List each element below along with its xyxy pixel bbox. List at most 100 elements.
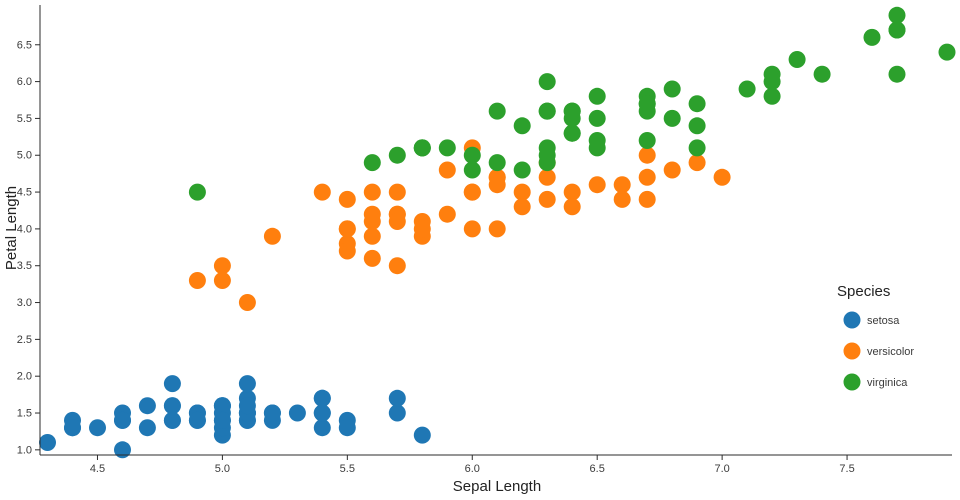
data-point-virginica (563, 124, 581, 142)
data-point-virginica (363, 154, 381, 172)
y-axis-tick-label: 5.0 (17, 150, 32, 162)
y-axis-tick-label: 4.5 (17, 187, 32, 199)
x-axis-tick-label: 5.5 (340, 463, 355, 475)
data-point-virginica (888, 6, 906, 24)
data-point-setosa (114, 441, 131, 459)
data-point-versicolor (363, 227, 381, 245)
data-point-setosa (238, 375, 256, 393)
data-point-virginica (538, 102, 556, 120)
data-point-versicolor (488, 220, 506, 238)
data-point-virginica (663, 109, 681, 127)
data-point-setosa (114, 411, 131, 429)
legend-label-setosa: setosa (867, 315, 900, 327)
data-point-versicolor (338, 190, 356, 208)
data-point-virginica (513, 161, 531, 179)
data-point-virginica (563, 109, 581, 127)
data-point-versicolor (363, 205, 381, 223)
data-point-virginica (188, 183, 206, 201)
data-point-setosa (64, 419, 81, 437)
data-point-virginica (663, 80, 681, 98)
legend-item-setosa[interactable]: setosa (843, 311, 901, 329)
points-layer (39, 6, 956, 459)
y-axis-tick-label: 4.0 (17, 223, 32, 235)
data-point-virginica (638, 132, 656, 149)
data-point-versicolor (188, 272, 206, 289)
data-point-setosa (138, 397, 156, 415)
data-point-versicolor (638, 168, 656, 186)
y-axis-tick-label: 1.0 (17, 444, 32, 456)
data-point-versicolor (388, 183, 406, 201)
data-point-setosa (288, 404, 306, 422)
data-point-virginica (813, 65, 831, 83)
data-point-setosa (163, 411, 181, 429)
data-point-virginica (888, 21, 906, 39)
data-point-setosa (313, 389, 331, 407)
legend-swatch-setosa (843, 311, 861, 329)
data-point-virginica (488, 154, 506, 172)
data-point-virginica (513, 117, 531, 135)
legend: Species setosa versicolor virginica (837, 283, 914, 391)
data-point-versicolor (413, 220, 431, 238)
data-point-virginica (438, 139, 456, 157)
legend-title: Species (837, 283, 890, 300)
data-point-virginica (538, 73, 556, 91)
data-point-setosa (39, 434, 56, 451)
data-point-versicolor (563, 183, 581, 201)
data-point-versicolor (538, 168, 556, 186)
x-axis-title: Sepal Length (453, 478, 541, 495)
y-axis-tick-label: 2.5 (17, 334, 32, 346)
data-point-virginica (688, 117, 706, 135)
x-axis-tick-label: 7.0 (714, 463, 729, 475)
data-point-setosa (238, 397, 256, 415)
legend-item-virginica[interactable]: virginica (843, 373, 909, 391)
y-axis-tick-label: 5.5 (17, 113, 32, 125)
data-point-versicolor (563, 198, 581, 216)
data-point-virginica (538, 146, 556, 164)
legend-label-versicolor: versicolor (867, 346, 914, 358)
data-point-virginica (888, 65, 906, 83)
data-point-virginica (863, 28, 881, 46)
x-axis-tick-label: 6.0 (465, 463, 480, 475)
data-point-virginica (588, 132, 606, 149)
data-point-virginica (388, 146, 406, 164)
data-point-versicolor (213, 272, 231, 289)
y-axis-tick-label: 2.0 (17, 371, 32, 383)
data-point-versicolor (363, 183, 381, 201)
data-point-versicolor (713, 168, 731, 186)
y-axis-tick-label: 6.0 (17, 76, 32, 88)
data-point-versicolor (388, 213, 406, 230)
data-point-setosa (213, 397, 231, 415)
data-point-versicolor (688, 154, 706, 172)
data-point-versicolor (388, 257, 406, 275)
data-point-virginica (588, 87, 606, 105)
data-point-setosa (413, 426, 431, 444)
data-point-versicolor (663, 161, 681, 179)
data-point-virginica (763, 87, 781, 105)
data-point-versicolor (463, 183, 481, 201)
data-point-versicolor (238, 294, 256, 311)
data-point-versicolor (313, 183, 331, 201)
y-axis-tick-label: 6.5 (17, 39, 32, 51)
data-point-versicolor (613, 176, 631, 194)
data-point-setosa (138, 419, 156, 437)
y-axis-title: Petal Length (3, 186, 20, 270)
data-point-versicolor (338, 220, 356, 238)
data-point-setosa (313, 404, 331, 422)
data-point-virginica (463, 161, 481, 179)
data-point-setosa (163, 397, 181, 415)
data-point-versicolor (438, 161, 456, 179)
legend-items: setosa versicolor virginica (843, 311, 915, 391)
data-point-setosa (89, 419, 106, 437)
data-point-setosa (163, 375, 181, 393)
x-axis-tick-label: 7.5 (839, 463, 854, 475)
data-point-versicolor (638, 146, 656, 164)
data-point-versicolor (438, 205, 456, 223)
data-point-setosa (388, 404, 406, 422)
legend-item-versicolor[interactable]: versicolor (843, 342, 915, 360)
data-point-versicolor (538, 190, 556, 208)
axes-layer: 4.5 5.0 5.5 6.0 6.5 7.0 7.5 1.0 1.5 2.0 2.5 3.0 3.5 4… (17, 5, 952, 475)
data-point-virginica (788, 51, 806, 68)
data-point-versicolor (613, 190, 631, 208)
x-axis-tick-label: 5.0 (215, 463, 230, 475)
